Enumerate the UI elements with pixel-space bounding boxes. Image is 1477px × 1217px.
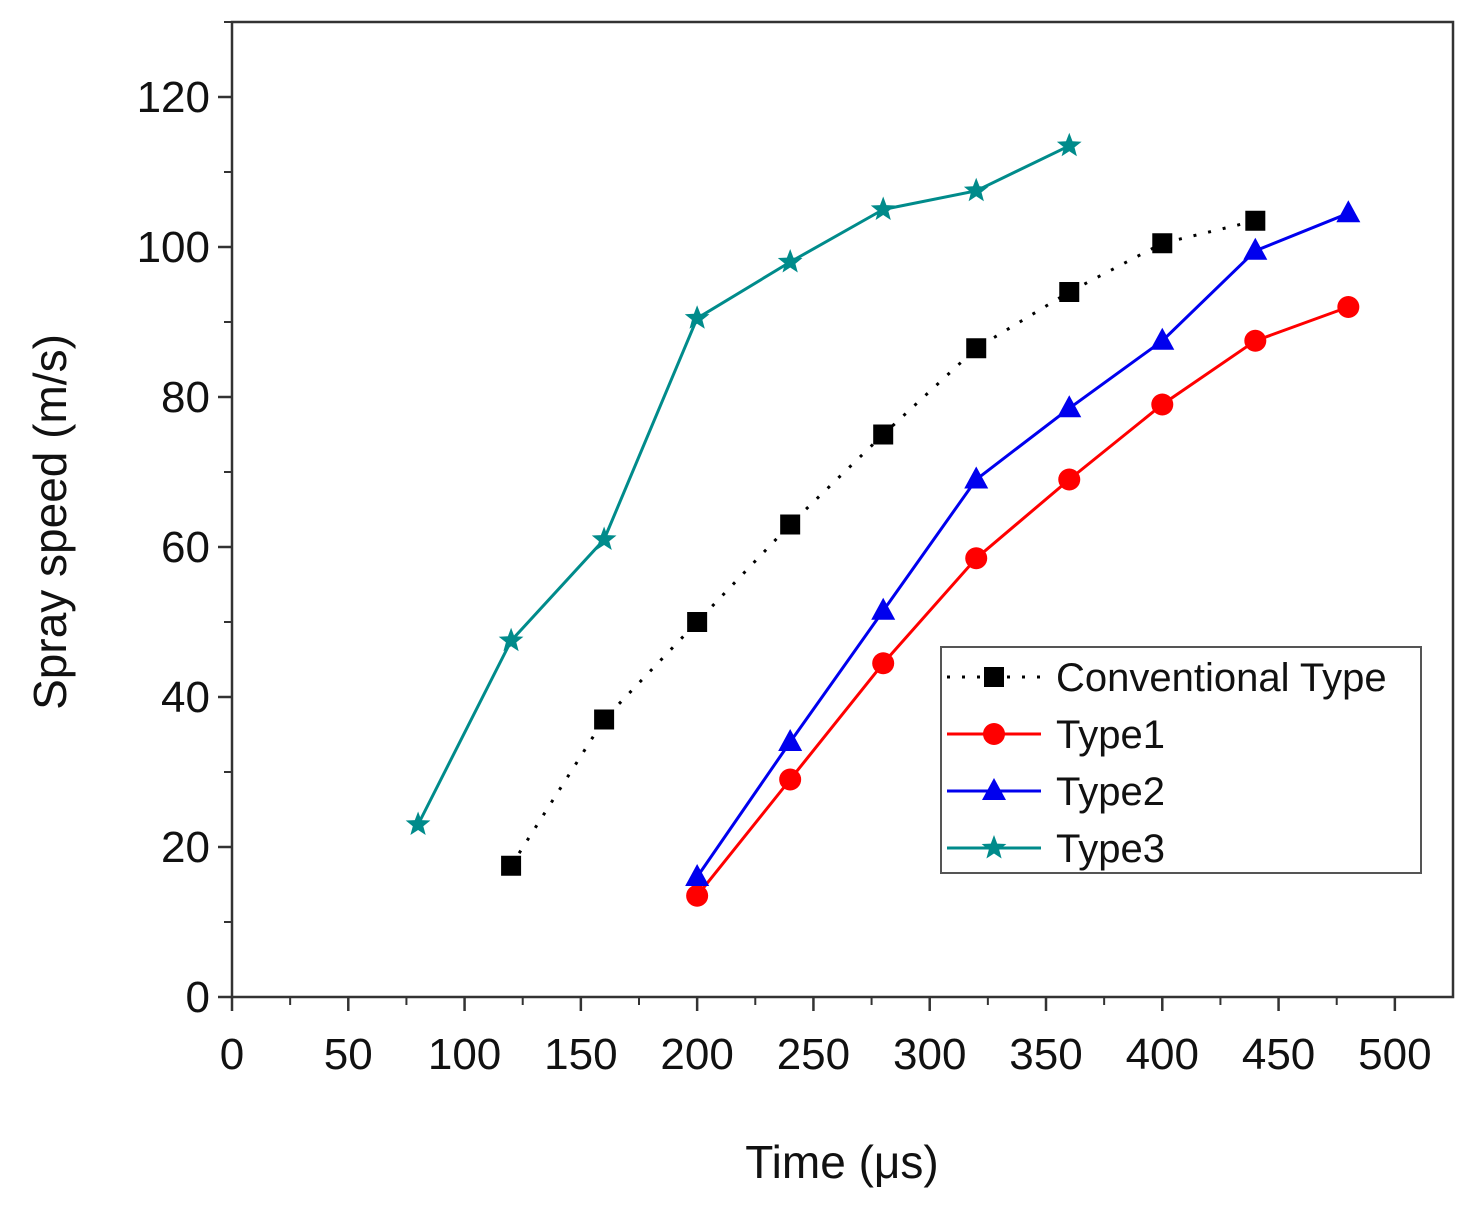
- legend-marker-type1: [983, 723, 1005, 745]
- series-line-type3: [416, 144, 1070, 826]
- legend-entry-type2: Type2: [947, 770, 1165, 814]
- data-point-type1: [1244, 329, 1267, 352]
- legend-entry-type1: Type1: [947, 713, 1165, 757]
- x-tick-label: 250: [777, 1030, 850, 1079]
- x-tick-label: 450: [1242, 1030, 1315, 1079]
- legend-entry-conventional-type: Conventional Type: [947, 656, 1387, 700]
- series-conventional-type: [501, 210, 1266, 876]
- y-tick-label: 0: [186, 973, 210, 1022]
- data-point-type1: [965, 547, 988, 570]
- series-layer: [405, 132, 1361, 907]
- data-point-type1: [1058, 468, 1081, 491]
- x-tick-label: 100: [428, 1030, 501, 1079]
- x-tick-label: 50: [324, 1030, 373, 1079]
- data-point-conventional-type: [1059, 282, 1080, 302]
- legend-marker-type3: [981, 835, 1007, 859]
- data-point-type2: [1057, 395, 1082, 418]
- x-tick-label: 400: [1126, 1030, 1199, 1079]
- y-tick-label: 20: [161, 823, 210, 872]
- data-point-type3: [405, 811, 431, 835]
- plot-frame: [230, 20, 1455, 999]
- data-point-conventional-type: [1245, 210, 1266, 231]
- y-tick-label: 80: [161, 373, 210, 422]
- data-point-type3: [498, 627, 524, 652]
- y-tick-label: 40: [161, 673, 210, 722]
- y-tick-label: 100: [137, 223, 210, 272]
- legend-label-conventional-type: Conventional Type: [1056, 656, 1387, 700]
- legend-marker-conventional-type: [984, 667, 1004, 687]
- y-axis-title: Spray speed (m/s): [24, 334, 76, 710]
- series-type2: [685, 200, 1361, 886]
- legend: Conventional Type Type1 Type2 Type3: [940, 646, 1422, 874]
- x-tick-label: 200: [660, 1030, 733, 1079]
- series-line-type2: [695, 211, 1349, 878]
- data-point-conventional-type: [687, 612, 708, 632]
- y-tick-label: 120: [137, 73, 210, 122]
- data-point-type1: [872, 652, 895, 675]
- data-point-conventional-type: [966, 338, 987, 359]
- data-point-conventional-type: [873, 424, 894, 445]
- axes: 0 50 100 150 200 250 300 350 400 450 500 0 20 40 60 80 1…: [137, 20, 1455, 1079]
- series-type3: [405, 132, 1082, 835]
- data-point-type1: [686, 884, 709, 907]
- legend-entry-type3: Type3: [947, 827, 1165, 871]
- data-point-type1: [779, 768, 802, 791]
- data-point-type2: [1150, 327, 1175, 350]
- data-point-type3: [684, 305, 710, 329]
- data-point-type1: [1151, 393, 1174, 416]
- data-point-type3: [591, 526, 617, 550]
- data-point-type2: [685, 864, 710, 886]
- data-point-type3: [1056, 132, 1082, 157]
- data-point-type2: [1243, 237, 1268, 260]
- y-tick-label: 60: [161, 523, 210, 572]
- data-point-type2: [964, 466, 989, 489]
- x-tick-label: 0: [220, 1030, 244, 1079]
- data-point-type1: [1337, 296, 1360, 318]
- data-point-type2: [778, 729, 803, 751]
- legend-label-type3: Type3: [1056, 827, 1165, 871]
- legend-label-type1: Type1: [1056, 713, 1165, 757]
- data-point-type3: [777, 249, 803, 273]
- data-point-type2: [871, 597, 896, 620]
- x-tick-label: 500: [1358, 1030, 1431, 1079]
- data-point-type3: [870, 196, 896, 220]
- data-point-conventional-type: [1152, 233, 1173, 254]
- x-tick-label: 150: [544, 1030, 617, 1079]
- data-point-type3: [963, 177, 989, 202]
- data-point-conventional-type: [594, 709, 615, 730]
- legend-label-type2: Type2: [1056, 770, 1165, 814]
- series-line-type1: [695, 305, 1349, 897]
- data-point-type2: [1336, 200, 1361, 223]
- x-tick-label: 300: [893, 1030, 966, 1079]
- legend-box: [940, 646, 1422, 874]
- legend-marker-type2: [982, 778, 1006, 800]
- x-axis-title: Time (μs): [745, 1136, 938, 1188]
- data-point-conventional-type: [501, 855, 522, 876]
- data-point-conventional-type: [780, 514, 801, 535]
- x-tick-label: 350: [1009, 1030, 1082, 1079]
- series-type1: [686, 296, 1360, 907]
